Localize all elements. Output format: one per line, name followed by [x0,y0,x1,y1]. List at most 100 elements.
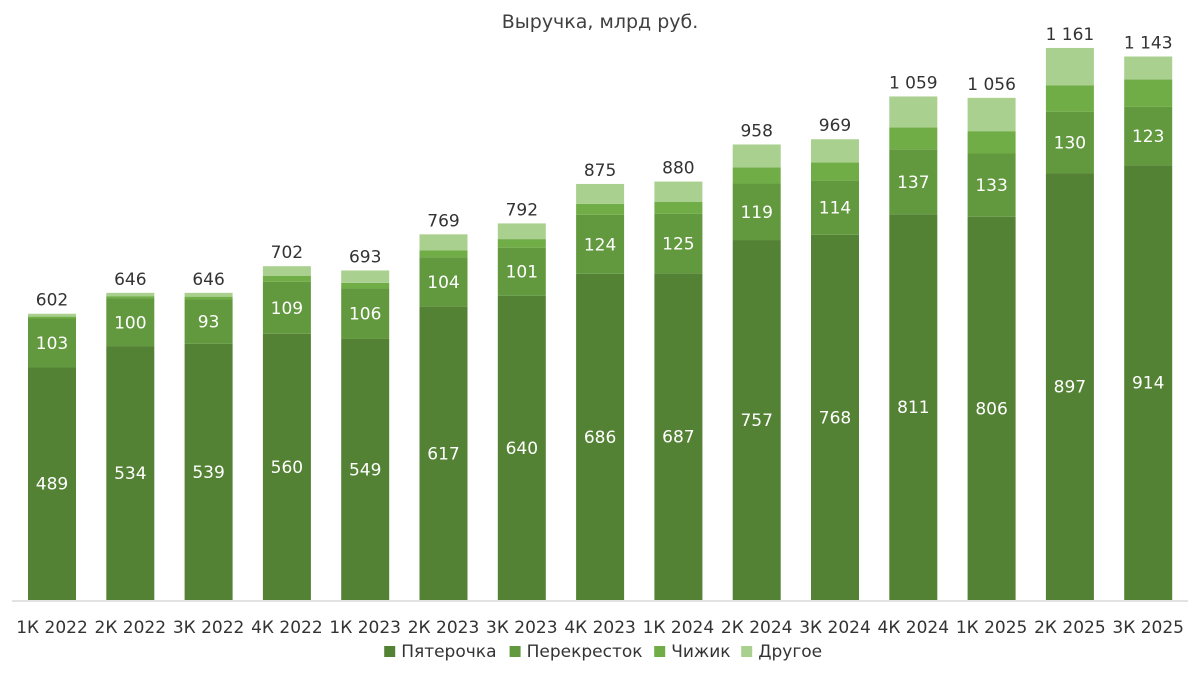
bar-segment-series-2-3к-2024 [811,162,859,181]
bar-segment-series-1-3к-2025 [1124,106,1173,166]
x-tick-label-2к-2025: 2К 2025 [1034,618,1106,638]
bar-segment-series-2-1к-2023 [341,282,390,289]
x-tick-label-1к-2024: 1К 2024 [643,618,715,638]
total-label-4к-2022: 702 [271,243,303,263]
legend-label-series-0: Пятерочка [401,642,496,662]
legend-label-series-3: Другое [758,642,822,662]
data-label-series-0-2к-2025: 897 [1054,378,1086,398]
x-tick-label-4к-2024: 4К 2024 [878,618,950,638]
bar-segment-series-2-2к-2022 [106,296,155,299]
bar-segment-series-0-3к-2022 [184,343,233,600]
x-tick-label-2к-2022: 2К 2022 [95,618,167,638]
bar-segment-series-3-1к-2024 [654,181,703,203]
data-label-series-0-4к-2022: 560 [271,458,303,478]
bar-segment-series-1-4к-2022 [262,281,311,334]
bar-segment-series-0-2к-2025 [1045,173,1094,600]
bar-segment-series-3-3к-2022 [184,292,233,297]
bar-segment-series-0-4к-2023 [576,273,625,600]
bar-segment-series-0-1к-2022 [28,367,76,600]
bar-segment-series-1-1к-2023 [341,288,390,339]
bar-segment-series-2-3к-2023 [497,239,546,248]
bar-segment-series-0-3к-2023 [497,295,546,600]
bar-segment-series-0-1к-2024 [654,273,703,600]
bar-segment-series-2-1к-2024 [654,202,703,214]
bar-segment-series-2-1к-2025 [967,131,1016,154]
bar-segment-series-0-2к-2022 [106,346,155,600]
x-tick-label-1к-2023: 1К 2023 [329,618,401,638]
bar-segment-series-2-4к-2024 [889,127,938,150]
data-label-series-1-3к-2025: 123 [1132,127,1164,147]
x-tick-label-2к-2023: 2К 2023 [408,618,480,638]
total-label-1к-2024: 880 [662,159,694,179]
data-label-series-0-2к-2023: 617 [427,444,459,464]
data-label-series-1-1к-2024: 125 [662,235,694,255]
data-label-series-1-1к-2025: 133 [975,176,1007,196]
bar-segment-series-1-2к-2022 [106,298,155,347]
bar-segment-series-0-2к-2023 [419,306,468,600]
x-tick-label-3к-2023: 3К 2023 [486,618,558,638]
bar-segment-series-0-4к-2022 [262,333,311,600]
x-tick-label-4к-2022: 4К 2022 [251,618,323,638]
chart-title: Выручка, млрд руб. [502,11,699,33]
data-label-series-1-4к-2023: 124 [584,235,616,255]
bar-segment-series-3-3к-2025 [1124,56,1173,80]
data-label-series-0-1к-2023: 549 [349,460,381,480]
bar-segment-series-3-1к-2022 [28,313,76,317]
total-label-2к-2024: 958 [740,121,772,141]
bar-segment-series-1-3к-2023 [497,247,546,296]
data-label-series-0-2к-2024: 757 [740,411,772,431]
bar-segment-series-3-2к-2025 [1045,47,1094,86]
total-label-3к-2024: 969 [819,116,851,136]
bar-segment-series-0-3к-2025 [1124,165,1173,600]
bar-segment-series-2-1к-2022 [28,316,76,319]
data-label-series-1-2к-2022: 100 [114,313,146,333]
bar-segment-series-0-1к-2023 [341,338,390,600]
bar-segment-series-2-3к-2022 [184,296,233,300]
bar-segment-series-1-1к-2025 [967,153,1016,217]
bar-segment-series-2-2к-2025 [1045,85,1094,112]
data-label-series-0-4к-2023: 686 [584,428,616,448]
legend-label-series-2: Чижик [671,642,730,662]
data-label-series-0-4к-2024: 811 [897,398,929,418]
legend-swatch-series-3 [741,646,753,657]
data-label-series-1-4к-2022: 109 [271,299,303,319]
x-tick-label-1к-2022: 1К 2022 [16,618,88,638]
bar-segment-series-0-2к-2024 [732,240,781,600]
total-label-1к-2022: 602 [36,291,68,311]
bar-segment-series-0-1к-2025 [967,216,1016,600]
bar-segment-series-3-2к-2024 [732,144,781,168]
total-label-4к-2023: 875 [584,161,616,181]
x-tick-label-3к-2022: 3К 2022 [173,618,245,638]
total-label-2к-2025: 1 161 [1046,25,1095,45]
bar-segment-series-3-4к-2022 [262,266,311,276]
bar-segment-series-2-3к-2025 [1124,79,1173,107]
bar-segment-series-1-1к-2024 [654,213,703,274]
bar-segment-series-3-3к-2023 [497,223,546,240]
bar-segment-series-1-3к-2024 [811,180,859,235]
bar-segment-series-3-2к-2022 [106,292,155,297]
x-tick-label-3к-2024: 3К 2024 [799,618,871,638]
total-label-2к-2022: 646 [114,270,146,290]
bar-segment-series-2-2к-2024 [732,167,781,184]
bar-segment-series-1-1к-2022 [28,318,76,368]
data-label-series-0-3к-2025: 914 [1132,374,1164,394]
total-label-1к-2023: 693 [349,247,381,267]
bar-segment-series-1-4к-2023 [576,214,625,274]
bar-segment-series-3-2к-2023 [419,234,468,251]
total-label-1к-2025: 1 056 [967,75,1016,95]
data-label-series-0-1к-2025: 806 [975,399,1007,419]
bars-group: 489 103 602 534 100 646 539 93 646 560 109 702 549 10… [28,25,1173,601]
x-tick-label-3к-2025: 3К 2025 [1112,618,1184,638]
total-label-3к-2025: 1 143 [1124,34,1173,54]
data-label-series-1-4к-2024: 137 [897,173,929,193]
data-label-series-0-3к-2024: 768 [819,408,851,428]
bar-segment-series-1-3к-2022 [184,299,233,344]
x-tick-label-1к-2025: 1К 2025 [956,618,1028,638]
data-label-series-1-3к-2023: 101 [506,263,538,283]
total-label-2к-2023: 769 [427,211,459,231]
legend-swatch-series-2 [654,646,666,657]
bar-segment-series-0-3к-2024 [811,234,859,601]
bar-segment-series-3-4к-2024 [889,96,938,128]
x-axis-ticks: 1К 2022 2К 2022 3К 2022 4К 2022 1К 2023 2К 20… [16,618,1184,638]
